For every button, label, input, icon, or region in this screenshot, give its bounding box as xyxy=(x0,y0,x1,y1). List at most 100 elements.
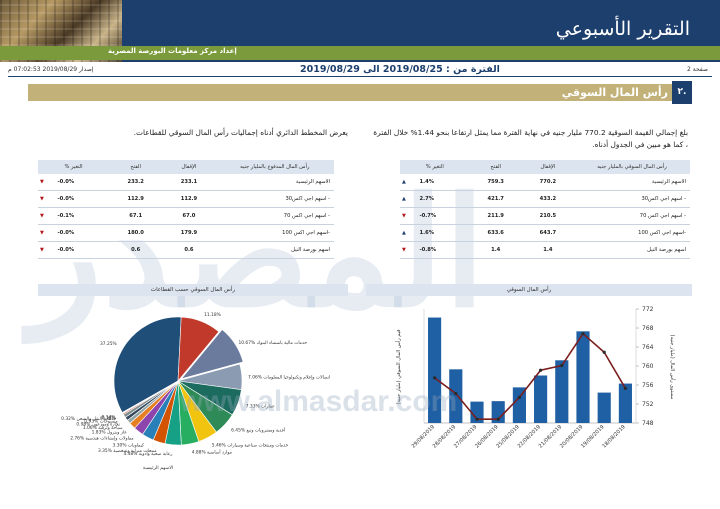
close-cell: 0.6 xyxy=(162,241,216,259)
slice-label: 11.18% xyxy=(204,312,221,318)
table-row: ▼ -0.0% 112.9 112.9- اسهم اجي اكس30 xyxy=(38,190,334,208)
change-value: -0.1% xyxy=(57,213,75,219)
table-row: ▼ -0.7% 211.9 210.5- اسهم اجي اكس 70 xyxy=(400,207,690,225)
change-cell: ▼ -0.0% xyxy=(38,190,110,208)
pie-chart-title: رأس المال السوقي حسب القطاعات xyxy=(38,284,348,296)
table-row: ▲ 2.7% 421.7 433.2- اسهم اجي اكس30 xyxy=(400,190,690,208)
open-cell: 211.9 xyxy=(469,207,522,225)
y2-tick-label: 772 xyxy=(642,306,654,313)
line-point xyxy=(496,417,500,421)
header-green-strip xyxy=(0,46,720,60)
section-title: رأس المال السوقي xyxy=(561,86,668,99)
change-value: -0.7% xyxy=(419,213,437,219)
arrow-down-icon: ▼ xyxy=(40,179,44,185)
close-cell: 112.9 xyxy=(162,190,216,208)
slice-label: 4.88% موارد أساسية xyxy=(192,449,232,456)
col-open: الفتح xyxy=(469,160,522,174)
change-cell: ▼ -0.0% xyxy=(38,241,110,259)
line-point xyxy=(581,332,585,336)
change-cell: ▲ 2.7% xyxy=(400,190,470,208)
pie-slice xyxy=(180,329,244,380)
arrow-up-icon: ▲ xyxy=(402,179,406,185)
change-value: -0.8% xyxy=(419,247,437,253)
change-value: -0.0% xyxy=(57,230,75,236)
slice-label: 0.32% خدمات النقل والشحن xyxy=(61,416,116,422)
change-value: -0.0% xyxy=(57,247,75,253)
col-open: الفتح xyxy=(109,160,163,174)
col-change: % التغير xyxy=(400,160,470,174)
close-cell: 179.9 xyxy=(162,224,216,242)
arrow-down-icon: ▼ xyxy=(40,230,44,236)
arrow-up-icon: ▲ xyxy=(402,230,406,236)
sector-paragraph: يعرض المخطط الدائري أدناه إجماليات رأس ا… xyxy=(133,128,348,137)
close-cell: 210.5 xyxy=(521,207,574,225)
name-cell: - اسهم اجي اكس 70 xyxy=(215,207,334,225)
slice-label: 3.30% كيماويات xyxy=(113,442,145,448)
y2-tick-label: 748 xyxy=(642,420,654,427)
bar xyxy=(555,360,569,423)
y2-tick-label: 768 xyxy=(642,325,654,332)
sector-pie-chart: 37.25% 11.18% 10.67% خدمات مالية باستثناء … xyxy=(61,312,330,471)
change-cell: ▼ -0.1% xyxy=(38,207,110,225)
y2-tick-label: 764 xyxy=(642,344,654,351)
slice-label: 1.06% سياحة وترفيه xyxy=(83,425,123,431)
line-point xyxy=(454,391,458,396)
line-point xyxy=(623,386,627,390)
line-point xyxy=(517,395,521,399)
line-point xyxy=(602,350,606,354)
open-cell: 67.1 xyxy=(109,207,163,225)
table-row: ▼ -0.0% 180.0 179.9 -اسهم اجي اكس 100 xyxy=(38,224,334,242)
arrow-down-icon: ▼ xyxy=(40,196,44,202)
open-cell: 112.9 xyxy=(109,190,163,208)
report-subtitle: إعداد مركز معلومات البورصة المصرية xyxy=(108,47,237,55)
bar xyxy=(534,375,548,423)
close-cell: 433.2 xyxy=(521,190,574,208)
y2-tick-label: 756 xyxy=(642,382,654,389)
open-cell: 633.6 xyxy=(469,224,522,242)
issue-timestamp: إصدار 2019/08/29 07:02:53 م xyxy=(8,66,94,73)
section-bar xyxy=(28,84,692,101)
y-axis-title: قيم رأس المال السوقي (مليار جنيه) xyxy=(395,329,402,405)
name-cell: اسهم بورصة النيل xyxy=(573,241,690,259)
bar-chart-title: رأس المال السوقي xyxy=(366,284,692,296)
slice-label: 0.14% xyxy=(102,415,116,421)
x-tick-label: 18/08/2019 xyxy=(601,424,626,449)
line-point xyxy=(433,376,437,380)
change-cell: ▲ 1.6% xyxy=(400,224,470,242)
open-cell: 1.4 xyxy=(469,241,522,259)
market-cap-paragraph: بلغ إجمالي القيمة السوقية 770.2 مليار جن… xyxy=(373,128,688,149)
change-cell: ▲ 1.4% xyxy=(400,174,470,191)
change-value: -0.0% xyxy=(57,196,75,202)
name-cell: اسهم بورصة النيل xyxy=(215,241,334,259)
close-cell: 67.0 xyxy=(162,207,216,225)
market-cap-bar-chart: 77276876476075675274829/08/201928/08/201… xyxy=(395,306,676,450)
divider xyxy=(8,76,712,77)
pie-slice xyxy=(121,380,179,414)
market-cap-table: % التغير الفتح الإقفال رأس المال السوقي … xyxy=(400,160,690,259)
line-point xyxy=(560,363,564,368)
name-cell: - اسهم اجي اكس 70 xyxy=(573,207,690,225)
name-cell: -اسهم اجي اكس 100 xyxy=(215,224,334,242)
col-name: رأس المال المدفوع بالمليار جنيه xyxy=(215,160,334,174)
bar xyxy=(470,401,484,423)
bar xyxy=(618,383,632,423)
open-cell: 233.2 xyxy=(109,174,163,191)
table-row: ▲ 1.4% 759.3 770.2 الاسهم الرئيسية xyxy=(400,174,690,191)
change-value: -0.0% xyxy=(57,179,75,185)
name-cell: - اسهم اجي اكس30 xyxy=(215,190,334,208)
bar xyxy=(597,392,611,423)
line-point xyxy=(539,368,543,372)
section-number: ٢. xyxy=(672,81,692,104)
line-point xyxy=(475,417,479,421)
bar xyxy=(512,387,526,423)
slice-label: 5.46% خدمات ومنتجات صناعية وسيارات xyxy=(212,443,289,449)
pie-slice xyxy=(177,316,220,382)
table-row: ▲ 1.6% 633.6 643.7 -اسهم اجي اكس 100 xyxy=(400,224,690,242)
col-name: رأس المال السوقي بالمليار جنيه xyxy=(573,160,690,174)
open-cell: 421.7 xyxy=(469,190,522,208)
slice-label: 2.76% مقاولات وإنشاءات هندسية xyxy=(70,436,133,442)
y2-tick-label: 760 xyxy=(642,363,654,370)
table-header-row: % التغير الفتح الإقفال رأس المال السوقي … xyxy=(400,160,690,174)
table-header-row: % التغير الفتح الإقفال رأس المال المدفوع… xyxy=(38,160,334,174)
paid-capital-table: % التغير الفتح الإقفال رأس المال المدفوع… xyxy=(38,160,334,259)
